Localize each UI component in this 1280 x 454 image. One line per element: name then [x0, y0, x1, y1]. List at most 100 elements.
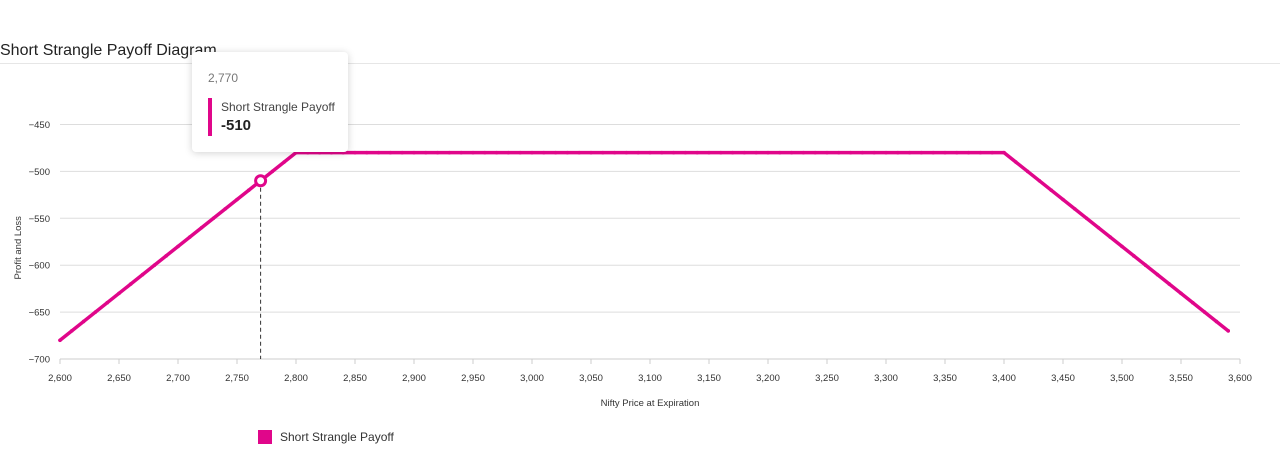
data-point [435, 150, 440, 155]
y-tick-label: −450 [29, 120, 50, 131]
data-point [955, 150, 959, 155]
legend-swatch [258, 430, 272, 444]
data-point [907, 150, 912, 155]
data-point [518, 150, 522, 155]
data-point [612, 150, 617, 155]
x-tick-label: 2,600 [48, 373, 72, 384]
data-point [1120, 244, 1124, 249]
data-point [577, 150, 581, 155]
chart-title: Short Strangle Payoff Diagram [0, 42, 217, 59]
data-point [199, 225, 204, 230]
y-tick-label: −500 [29, 167, 50, 178]
data-point [365, 150, 369, 155]
data-point [471, 150, 475, 155]
data-point [117, 291, 121, 296]
data-point [1061, 197, 1065, 202]
data-point [140, 272, 145, 277]
x-tick-label: 3,000 [520, 373, 544, 384]
highlight-point-marker[interactable] [254, 174, 268, 188]
x-tick-label: 3,250 [815, 373, 839, 384]
data-point [70, 329, 74, 333]
data-point [1132, 254, 1136, 258]
tooltip-x-value: 2,770 [208, 71, 239, 85]
x-tick-label: 2,900 [402, 373, 426, 384]
x-tick-label: 2,800 [284, 373, 308, 384]
data-point [801, 150, 806, 155]
data-point [719, 150, 723, 155]
data-point [530, 150, 534, 155]
data-point [1073, 207, 1077, 211]
data-point [695, 150, 699, 155]
data-point [1143, 263, 1148, 268]
data-point [282, 160, 287, 164]
x-tick-label: 3,600 [1228, 373, 1252, 384]
data-point [1025, 169, 1030, 174]
data-point [1002, 150, 1006, 155]
data-point [459, 150, 464, 155]
data-point [707, 150, 711, 155]
data-point [152, 263, 157, 268]
grid-lines [60, 124, 1240, 360]
data-point [1037, 178, 1042, 183]
data-point [176, 244, 180, 249]
data-point [223, 207, 227, 211]
data-point [388, 150, 393, 155]
data-point [353, 150, 357, 155]
data-point [494, 150, 499, 155]
data-point [164, 254, 168, 258]
data-point [813, 150, 817, 155]
legend-label: Short Strangle Payoff [280, 430, 394, 444]
data-point [1179, 291, 1183, 296]
y-tick-label: −550 [29, 214, 50, 225]
data-point [1202, 310, 1207, 314]
data-point [211, 216, 216, 221]
data-point [683, 150, 688, 155]
data-point [778, 150, 782, 155]
x-tick-label: 3,500 [1110, 373, 1134, 384]
data-point [789, 150, 794, 155]
data-point [506, 150, 511, 155]
x-tick-label: 3,450 [1051, 373, 1075, 384]
data-point [671, 150, 676, 155]
tooltip-series-color-bar [208, 98, 212, 136]
x-tick-label: 2,850 [343, 373, 367, 384]
data-point [1108, 235, 1112, 239]
data-point [376, 150, 381, 155]
data-point [1096, 225, 1101, 230]
data-point [648, 150, 652, 155]
y-tick-label: −600 [29, 261, 50, 272]
data-point [1014, 160, 1018, 164]
data-point [400, 150, 405, 155]
data-point [1226, 329, 1230, 333]
x-tick-label: 3,050 [579, 373, 603, 384]
data-point [919, 150, 924, 155]
data-point [553, 150, 558, 155]
data-point [81, 319, 86, 324]
data-point [660, 150, 664, 155]
x-axis-ticks: 2,600 2,650 2,700 2,750 2,800 2,850 2,900 2,950… [48, 359, 1252, 384]
data-point [247, 188, 251, 192]
data-point [1191, 300, 1195, 305]
x-tick-label: 3,150 [697, 373, 721, 384]
data-point [990, 150, 994, 155]
data-point [1155, 272, 1160, 277]
data-point [129, 282, 133, 286]
data-point [483, 150, 487, 155]
data-point [754, 150, 758, 155]
x-tick-label: 2,750 [225, 373, 249, 384]
x-axis-label: Nifty Price at Expiration [601, 398, 700, 409]
data-point [424, 150, 428, 155]
legend[interactable]: Short Strangle Payoff [258, 430, 394, 444]
data-point [872, 150, 876, 155]
y-tick-label: −650 [29, 308, 50, 319]
data-point [447, 150, 452, 155]
data-point [884, 150, 888, 155]
data-point [860, 150, 865, 155]
data-point [978, 150, 983, 155]
data-point [848, 150, 853, 155]
data-point [931, 150, 935, 155]
title-divider [0, 63, 1280, 64]
data-point [188, 235, 192, 239]
data-point [837, 150, 841, 155]
